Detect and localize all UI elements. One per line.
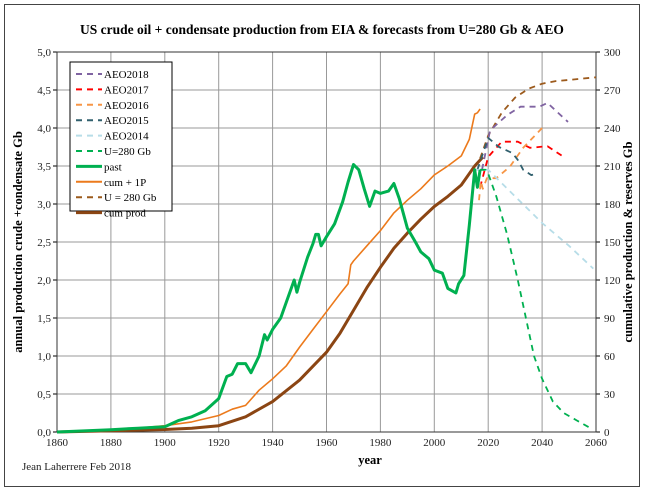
figure-frame bbox=[4, 4, 640, 487]
credit: Jean Laherrere Feb 2018 bbox=[22, 461, 132, 473]
y2-tick-label: 150 bbox=[604, 237, 621, 249]
x-tick-label: 1960 bbox=[316, 437, 339, 449]
y2-tick-label: 180 bbox=[604, 199, 621, 211]
x-tick-label: 2040 bbox=[531, 437, 554, 449]
x-tick-label: 2000 bbox=[423, 437, 446, 449]
y-axis-label: annual production crude +condensate Gb bbox=[11, 131, 25, 353]
x-tick-label: 1860 bbox=[46, 437, 69, 449]
legend-label: cum prod bbox=[104, 208, 146, 220]
series-line-aeo2018 bbox=[481, 102, 569, 170]
y2-tick-label: 0 bbox=[604, 427, 610, 439]
legend-label: U=280 Gb bbox=[104, 146, 151, 158]
y-tick-label: 4,0 bbox=[37, 123, 51, 135]
y2-axis-label: cumulative production & reserves Gb bbox=[621, 141, 635, 342]
y2-tick-label: 300 bbox=[604, 47, 621, 59]
y-tick-label: 0,5 bbox=[37, 389, 51, 401]
y-tick-label: 3,5 bbox=[37, 161, 51, 173]
plot-area bbox=[56, 51, 597, 433]
x-tick-label: 2060 bbox=[585, 437, 608, 449]
x-tick-label: 1920 bbox=[208, 437, 231, 449]
legend-label: AEO2015 bbox=[104, 115, 149, 127]
legend-label: AEO2014 bbox=[104, 131, 149, 143]
y2-tick-label: 120 bbox=[604, 275, 621, 287]
y-tick-label: 1,0 bbox=[37, 351, 51, 363]
y2-tick-label: 30 bbox=[604, 389, 616, 401]
x-tick-label: 1900 bbox=[154, 437, 177, 449]
y-tick-label: 1,5 bbox=[37, 313, 51, 325]
chart-title: US crude oil + condensate production fro… bbox=[80, 22, 564, 37]
series-line-cum-1p bbox=[56, 108, 481, 433]
legend-label: U = 280 Gb bbox=[104, 192, 157, 204]
series-line-u-280-gb bbox=[479, 76, 597, 159]
y2-tick-label: 60 bbox=[604, 351, 616, 363]
y2-tick-label: 240 bbox=[604, 123, 621, 135]
legend-label: AEO2018 bbox=[104, 69, 149, 81]
y2-tick-label: 210 bbox=[604, 161, 621, 173]
y-tick-label: 2,0 bbox=[37, 275, 51, 287]
y-tick-label: 2,5 bbox=[37, 237, 51, 249]
legend-label: cum + 1P bbox=[104, 177, 146, 189]
x-tick-label: 2020 bbox=[477, 437, 500, 449]
y-tick-label: 4,5 bbox=[37, 85, 51, 97]
y2-tick-label: 270 bbox=[604, 85, 621, 97]
x-axis-label: year bbox=[358, 453, 382, 467]
y-tick-label: 5,0 bbox=[37, 47, 51, 59]
y-tick-label: 3,0 bbox=[37, 199, 51, 211]
series-line-past bbox=[56, 163, 482, 434]
y-tick-label: 0,0 bbox=[37, 427, 51, 439]
x-tick-label: 1880 bbox=[100, 437, 123, 449]
legend-label: past bbox=[104, 161, 122, 173]
series-line-u-280-gb bbox=[480, 168, 592, 429]
series-line-cum-prod bbox=[56, 156, 484, 434]
legend-label: AEO2017 bbox=[104, 84, 149, 96]
legend-label: AEO2016 bbox=[104, 100, 149, 112]
series-line-aeo2015 bbox=[476, 137, 537, 176]
x-tick-label: 1940 bbox=[262, 437, 285, 449]
series-line-aeo2017 bbox=[479, 140, 565, 188]
y2-tick-label: 90 bbox=[604, 313, 616, 325]
x-tick-label: 1980 bbox=[369, 437, 392, 449]
series-line-aeo2014 bbox=[474, 168, 594, 270]
